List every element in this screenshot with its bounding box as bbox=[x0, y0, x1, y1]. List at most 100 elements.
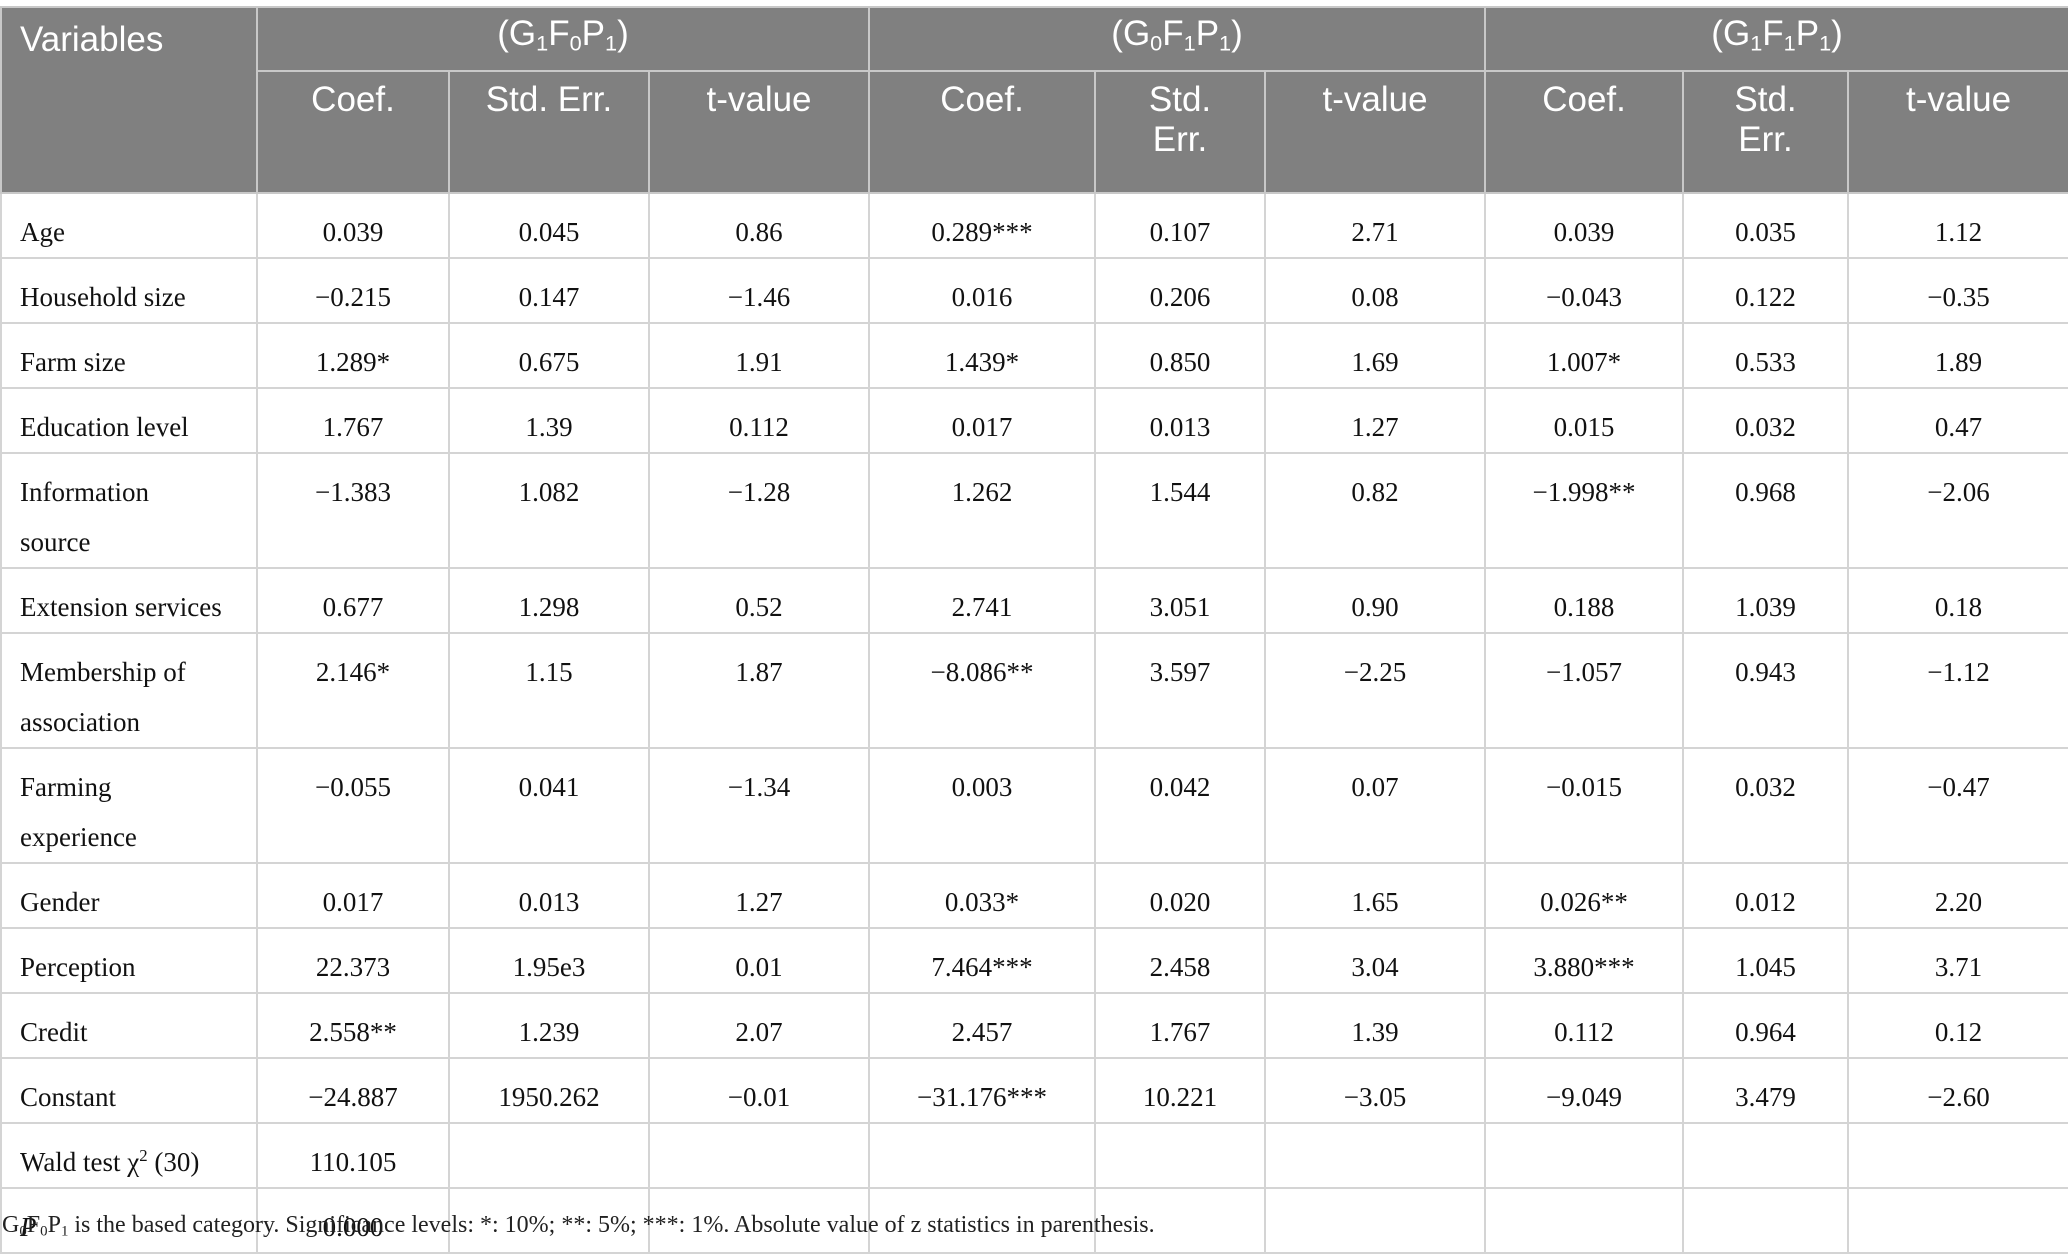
variable-name-cell: Education level bbox=[0, 387, 258, 454]
value-cell: −0.35 bbox=[1847, 257, 2068, 324]
value-cell: 0.943 bbox=[1682, 632, 1850, 749]
p-value: 0.000 bbox=[256, 1187, 450, 1254]
empty-cell bbox=[1094, 1187, 1267, 1254]
value-cell: 1.544 bbox=[1094, 452, 1267, 569]
value-cell: −1.383 bbox=[256, 452, 450, 569]
value-cell: −2.60 bbox=[1847, 1057, 2068, 1124]
coef-header: Coef. bbox=[868, 70, 1097, 194]
variable-name-cell: Farm size bbox=[0, 322, 258, 389]
value-cell: 2.71 bbox=[1264, 192, 1487, 259]
value-cell: 0.107 bbox=[1094, 192, 1267, 259]
table-header: Variables (G1F0P1) (G0F1P1) (G1F1P1) Coe… bbox=[0, 6, 2068, 194]
value-cell: −1.12 bbox=[1847, 632, 2068, 749]
value-cell: 1.69 bbox=[1264, 322, 1487, 389]
empty-cell bbox=[1264, 1187, 1487, 1254]
wald-test-value: 110.105 bbox=[256, 1122, 450, 1189]
value-cell: 0.90 bbox=[1264, 567, 1487, 634]
value-cell: 1.39 bbox=[448, 387, 650, 454]
value-cell: 0.112 bbox=[647, 387, 871, 454]
value-cell: −0.47 bbox=[1847, 747, 2068, 864]
variable-name-cell: Household size bbox=[0, 257, 258, 324]
value-cell: 22.373 bbox=[256, 927, 450, 994]
value-cell: 0.020 bbox=[1094, 862, 1267, 929]
value-cell: 0.045 bbox=[448, 192, 650, 259]
table-row: Membership of association 2.146* 1.15 1.87 −8… bbox=[0, 632, 2068, 749]
value-cell: 0.18 bbox=[1847, 567, 2068, 634]
value-cell: 1.082 bbox=[448, 452, 650, 569]
value-cell: 0.017 bbox=[256, 862, 450, 929]
table-row: Constant −24.887 1950.262 −0.01 −31.176*** 10… bbox=[0, 1057, 2068, 1124]
value-cell: −1.057 bbox=[1484, 632, 1685, 749]
value-cell: −0.015 bbox=[1484, 747, 1685, 864]
variable-name-cell: Farming experience bbox=[0, 747, 258, 864]
value-cell: 0.08 bbox=[1264, 257, 1487, 324]
value-cell: 1.27 bbox=[1264, 387, 1487, 454]
value-cell: 7.464*** bbox=[868, 927, 1097, 994]
value-cell: 1.439* bbox=[868, 322, 1097, 389]
value-cell: 1.91 bbox=[647, 322, 871, 389]
value-cell: −1.28 bbox=[647, 452, 871, 569]
value-cell: 2.20 bbox=[1847, 862, 2068, 929]
empty-cell bbox=[1847, 1122, 2068, 1189]
value-cell: 0.039 bbox=[1484, 192, 1685, 259]
value-cell: 0.677 bbox=[256, 567, 450, 634]
value-cell: 2.457 bbox=[868, 992, 1097, 1059]
value-cell: 0.968 bbox=[1682, 452, 1850, 569]
empty-cell bbox=[868, 1122, 1097, 1189]
value-cell: −24.887 bbox=[256, 1057, 450, 1124]
value-cell: 0.07 bbox=[1264, 747, 1487, 864]
value-cell: 0.122 bbox=[1682, 257, 1850, 324]
value-cell: −0.043 bbox=[1484, 257, 1685, 324]
value-cell: 0.015 bbox=[1484, 387, 1685, 454]
value-cell: 0.035 bbox=[1682, 192, 1850, 259]
value-cell: 0.47 bbox=[1847, 387, 2068, 454]
wald-test-row: Wald test χ2 (30) 110.105 bbox=[0, 1122, 2068, 1189]
value-cell: 1.87 bbox=[647, 632, 871, 749]
table-row: Farm size 1.289* 0.675 1.91 1.439* 0.850 1.69 1… bbox=[0, 322, 2068, 389]
value-cell: 0.041 bbox=[448, 747, 650, 864]
table-row: Credit 2.558** 1.239 2.07 2.457 1.767 1.39 0.11… bbox=[0, 992, 2068, 1059]
value-cell: 1.95e3 bbox=[448, 927, 650, 994]
value-cell: 0.012 bbox=[1682, 862, 1850, 929]
value-cell: −31.176*** bbox=[868, 1057, 1097, 1124]
table-footnote: G0F0P1 is the based category. Significan… bbox=[2, 1212, 1155, 1240]
regression-table: Variables (G1F0P1) (G0F1P1) (G1F1P1) Coe… bbox=[0, 6, 2068, 1254]
value-cell: 0.188 bbox=[1484, 567, 1685, 634]
table-wrapper: Variables (G1F0P1) (G0F1P1) (G1F1P1) Coe… bbox=[0, 6, 2068, 1254]
value-cell: 0.52 bbox=[647, 567, 871, 634]
table-row: Household size −0.215 0.147 −1.46 0.016 0.206… bbox=[0, 257, 2068, 324]
variable-name-cell: Gender bbox=[0, 862, 258, 929]
value-cell: −3.05 bbox=[1264, 1057, 1487, 1124]
value-cell: 1.289* bbox=[256, 322, 450, 389]
value-cell: 0.289*** bbox=[868, 192, 1097, 259]
empty-cell bbox=[1484, 1187, 1685, 1254]
coef-header: Coef. bbox=[1484, 70, 1685, 194]
empty-cell bbox=[1682, 1187, 1850, 1254]
group-header-3: (G1F1P1) bbox=[1484, 6, 2068, 72]
value-cell: 1.045 bbox=[1682, 927, 1850, 994]
value-cell: 2.146* bbox=[256, 632, 450, 749]
value-cell: 1.767 bbox=[1094, 992, 1267, 1059]
table-body: Age 0.039 0.045 0.86 0.289*** 0.107 2.71 0.039 0… bbox=[0, 192, 2068, 1254]
table-row: Information source −1.383 1.082 −1.28 1.262 1.… bbox=[0, 452, 2068, 569]
value-cell: 0.042 bbox=[1094, 747, 1267, 864]
value-cell: 0.12 bbox=[1847, 992, 2068, 1059]
value-cell: −0.215 bbox=[256, 257, 450, 324]
value-cell: 0.013 bbox=[1094, 387, 1267, 454]
header-sub-row: Coef. Std. Err. t-value Coef. Std. Err. t… bbox=[1, 70, 2068, 194]
value-cell: 0.82 bbox=[1264, 452, 1487, 569]
variable-name-cell: Constant bbox=[0, 1057, 258, 1124]
value-cell: 0.147 bbox=[448, 257, 650, 324]
value-cell: 2.558** bbox=[256, 992, 450, 1059]
value-cell: 0.675 bbox=[448, 322, 650, 389]
table-row: Age 0.039 0.045 0.86 0.289*** 0.107 2.71 0.039 0… bbox=[0, 192, 2068, 259]
value-cell: 1.12 bbox=[1847, 192, 2068, 259]
variable-name-cell: Extension services bbox=[0, 567, 258, 634]
value-cell: 1.27 bbox=[647, 862, 871, 929]
value-cell: 1950.262 bbox=[448, 1057, 650, 1124]
value-cell: 0.032 bbox=[1682, 387, 1850, 454]
variable-name-cell: Information source bbox=[0, 452, 258, 569]
value-cell: 1.262 bbox=[868, 452, 1097, 569]
variable-name-cell: Perception bbox=[0, 927, 258, 994]
empty-cell bbox=[1847, 1187, 2068, 1254]
